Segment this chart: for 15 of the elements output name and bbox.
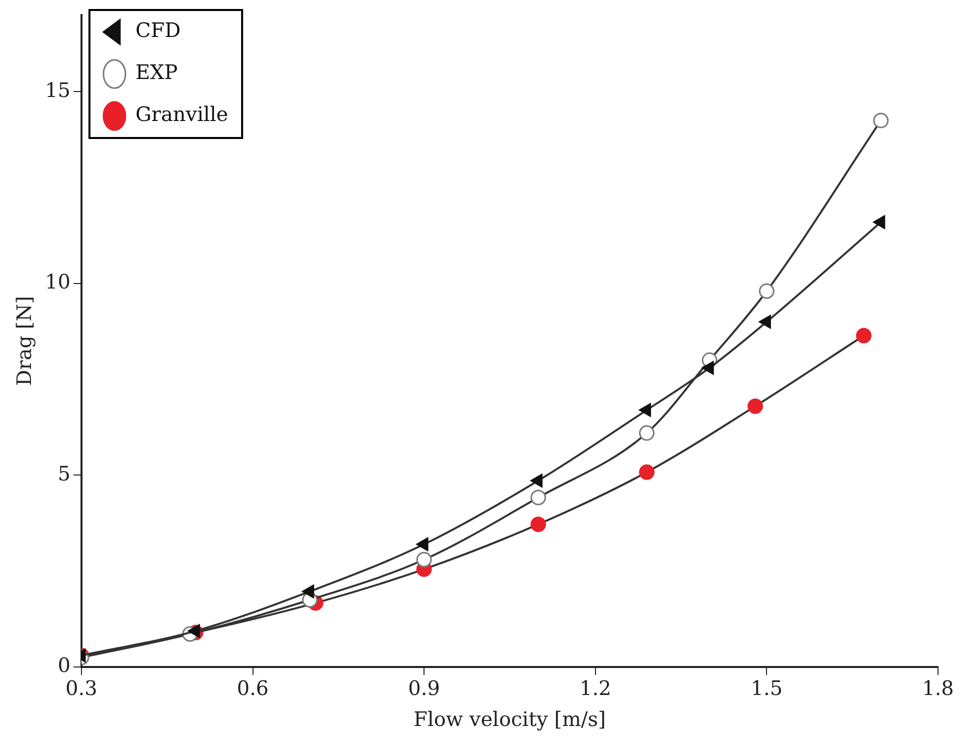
y-axis-title: Drag [N] <box>12 296 36 386</box>
x-tick-label: 0.6 <box>236 676 269 700</box>
x-tick-label: 1.8 <box>922 676 954 700</box>
legend-label: CFD <box>135 18 181 42</box>
legend-label: Granville <box>135 102 228 126</box>
y-tick-label: 15 <box>44 78 70 102</box>
y-tick-label: 0 <box>58 653 70 678</box>
legend-label: EXP <box>135 60 178 84</box>
x-tick-label: 1.2 <box>579 676 612 700</box>
y-tick-label: 10 <box>44 270 70 294</box>
x-tick-label: 1.5 <box>750 676 783 700</box>
x-tick-label: 0.9 <box>408 676 440 700</box>
y-tick-label: 5 <box>58 461 70 486</box>
x-tick-label: 0.3 <box>66 676 98 700</box>
x-axis-title: Flow velocity [m/s] <box>414 707 606 732</box>
